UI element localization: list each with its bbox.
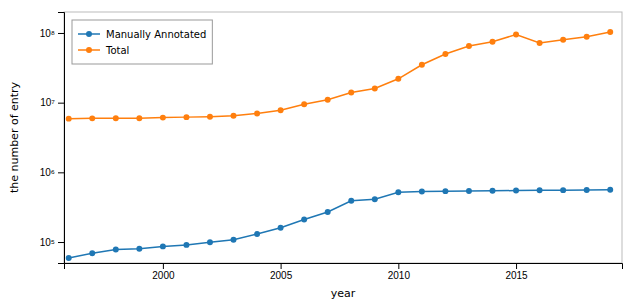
point xyxy=(442,51,448,57)
legend-marker xyxy=(86,47,92,53)
point xyxy=(136,246,142,252)
tick: 10⁶ xyxy=(40,167,64,178)
point xyxy=(231,113,237,119)
point xyxy=(419,189,425,195)
point xyxy=(560,187,566,193)
point xyxy=(348,89,354,95)
point xyxy=(607,187,613,193)
point xyxy=(513,188,519,194)
tick-label: 2015 xyxy=(505,270,528,281)
point xyxy=(466,43,472,49)
point xyxy=(395,189,401,195)
point xyxy=(183,242,189,248)
point xyxy=(301,101,307,107)
tick: 10⁷ xyxy=(40,97,64,108)
point xyxy=(89,250,95,256)
point xyxy=(584,187,590,193)
point xyxy=(136,115,142,121)
point xyxy=(278,225,284,231)
legend-label: Manually Annotated xyxy=(106,29,206,40)
point xyxy=(113,247,119,253)
tick-mark xyxy=(58,33,64,34)
point xyxy=(66,116,72,122)
tick-label: 10⁷ xyxy=(40,97,55,108)
chart: 2000 2005 2010 2015 10⁵ 10⁶ 10⁷ 10⁸ year the numb… xyxy=(0,0,640,305)
tick: 2005 xyxy=(270,263,293,281)
tick: 10⁸ xyxy=(40,28,64,39)
axis-line xyxy=(58,13,65,264)
point xyxy=(66,255,72,261)
point xyxy=(254,110,260,116)
point xyxy=(160,243,166,249)
point xyxy=(183,114,189,120)
point xyxy=(160,115,166,121)
legend-item: Manually Annotated xyxy=(78,29,206,40)
y-axis: 10⁵ 10⁶ 10⁷ 10⁸ xyxy=(40,13,65,264)
point xyxy=(490,39,496,45)
point xyxy=(254,231,260,237)
tick: 2000 xyxy=(152,263,175,281)
legend-box xyxy=(72,20,212,64)
tick-mark xyxy=(58,172,64,173)
point xyxy=(372,196,378,202)
point xyxy=(372,85,378,91)
point xyxy=(490,188,496,194)
tick-label: 2000 xyxy=(152,270,175,281)
tick-mark xyxy=(58,242,64,243)
point xyxy=(301,217,307,223)
legend-item: Total xyxy=(78,45,129,56)
tick-mark xyxy=(281,263,282,269)
point xyxy=(607,29,613,35)
point xyxy=(113,115,119,121)
point xyxy=(89,115,95,121)
axis-line xyxy=(65,264,623,270)
tick: 2015 xyxy=(505,263,528,281)
tick-mark xyxy=(516,263,517,269)
tick-label: 10⁵ xyxy=(40,237,55,248)
plot-frame xyxy=(64,12,622,263)
tick-mark xyxy=(398,263,399,269)
point xyxy=(560,37,566,43)
point xyxy=(466,188,472,194)
y-axis-title: the number of entry xyxy=(8,81,21,193)
legend: Manually Annotated Total xyxy=(72,20,212,64)
point xyxy=(325,209,331,215)
tick: 2010 xyxy=(388,263,411,281)
tick-mark xyxy=(58,103,64,104)
legend-marker xyxy=(86,31,92,37)
point xyxy=(419,62,425,68)
tick: 10⁵ xyxy=(40,237,64,248)
tick-label: 2010 xyxy=(388,270,411,281)
point xyxy=(513,32,519,38)
point xyxy=(442,188,448,194)
point xyxy=(207,114,213,120)
point xyxy=(537,187,543,193)
tick-label: 2005 xyxy=(270,270,293,281)
point xyxy=(537,40,543,46)
point xyxy=(231,237,237,243)
point xyxy=(584,34,590,40)
tick-label: 10⁶ xyxy=(40,167,55,178)
point xyxy=(348,198,354,204)
tick-mark xyxy=(163,263,164,269)
series xyxy=(66,187,613,261)
x-axis: 2000 2005 2010 2015 xyxy=(65,263,623,281)
legend-label: Total xyxy=(105,45,129,56)
point xyxy=(395,76,401,82)
line xyxy=(69,190,611,258)
point xyxy=(207,239,213,245)
point xyxy=(325,97,331,103)
point xyxy=(278,107,284,113)
x-axis-title: year xyxy=(331,287,356,300)
tick-label: 10⁸ xyxy=(40,28,55,39)
plot: 2000 2005 2010 2015 10⁵ 10⁶ 10⁷ 10⁸ year the numb… xyxy=(8,12,623,300)
